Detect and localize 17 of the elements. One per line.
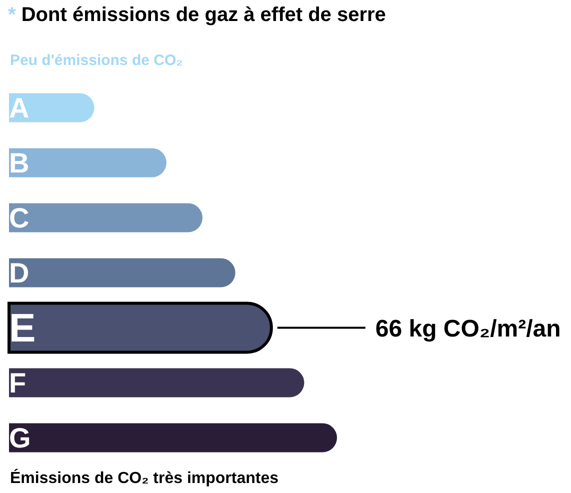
bar [9,423,337,452]
y-tick-label: B [9,148,30,178]
bar [9,93,94,122]
y-tick-label: G [9,422,31,454]
y-tick-label: C [9,202,30,234]
bar [9,368,304,398]
bar [9,203,202,232]
chart-subtitle: Peu d'émissions de CO₂ [10,52,183,69]
annotation: 66 kg CO₂/m²/an [375,316,561,343]
y-tick-label: A [9,92,30,124]
y-tick-label: D [9,258,30,288]
y-tick-label: E [9,306,36,350]
text: Émissions de CO₂ très importantes [10,470,279,488]
bar [9,258,236,288]
chart-title: * Dont émissions de gaz à effet de serre [8,4,386,27]
bar [9,148,166,178]
y-tick-label: F [9,368,26,398]
